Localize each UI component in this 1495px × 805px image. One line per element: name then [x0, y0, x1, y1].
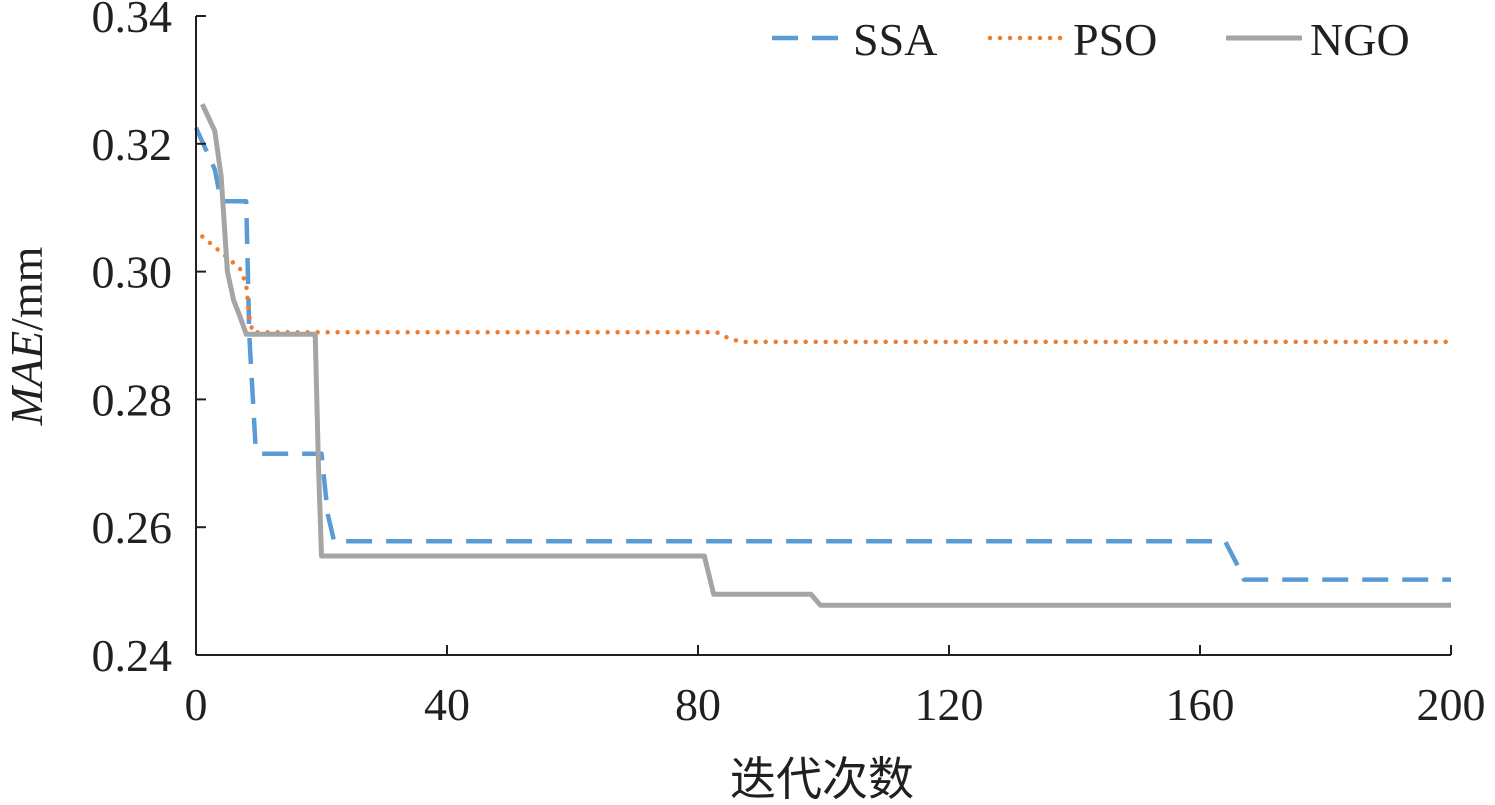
legend-label-ssa: SSA — [853, 14, 937, 65]
y-tick-label: 0.24 — [92, 630, 173, 681]
series-layer — [193, 103, 1454, 608]
y-tick-label: 0.26 — [92, 502, 173, 553]
x-tick-label: 160 — [1166, 679, 1235, 730]
series-line-pso — [200, 234, 1454, 345]
y-axis-label: MAE/mm — [1, 246, 52, 426]
x-tick-label: 200 — [1417, 679, 1486, 730]
series-line-ssa — [193, 126, 1451, 582]
x-axis-label: 迭代次数 — [730, 754, 914, 805]
x-tick-label: 0 — [185, 679, 208, 730]
x-tick-label: 120 — [915, 679, 984, 730]
series-line-ngo — [200, 103, 1451, 608]
y-tick-label: 0.28 — [92, 374, 173, 425]
axes-layer — [195, 16, 1451, 656]
legend-label-pso: PSO — [1073, 14, 1157, 65]
y-axis-label-variable: MAE — [1, 331, 52, 427]
y-tick-label: 0.34 — [92, 0, 173, 42]
ticks-layer: 0 40 80 120 160 200 0.24 0.26 0.28 0.30 0.32 0.34 — [92, 0, 1486, 730]
x-tick-label: 40 — [424, 679, 470, 730]
legend: SSA PSO NGO — [772, 14, 1410, 65]
y-axis-label-unit: /mm — [1, 246, 52, 331]
legend-label-ngo: NGO — [1310, 14, 1410, 65]
y-tick-label: 0.30 — [92, 247, 173, 298]
x-tick-label: 80 — [675, 679, 721, 730]
y-tick-label: 0.32 — [92, 119, 173, 170]
